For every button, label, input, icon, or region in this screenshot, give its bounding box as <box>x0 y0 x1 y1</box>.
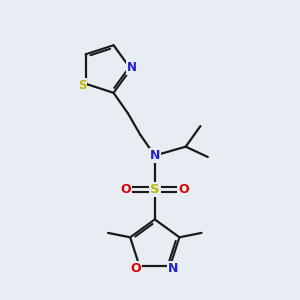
Text: S: S <box>150 183 160 196</box>
Text: N: N <box>127 61 137 74</box>
Text: S: S <box>78 79 86 92</box>
Text: N: N <box>150 149 160 162</box>
Text: O: O <box>131 262 141 275</box>
Text: O: O <box>178 183 189 196</box>
Text: N: N <box>168 262 179 275</box>
Text: O: O <box>121 183 131 196</box>
